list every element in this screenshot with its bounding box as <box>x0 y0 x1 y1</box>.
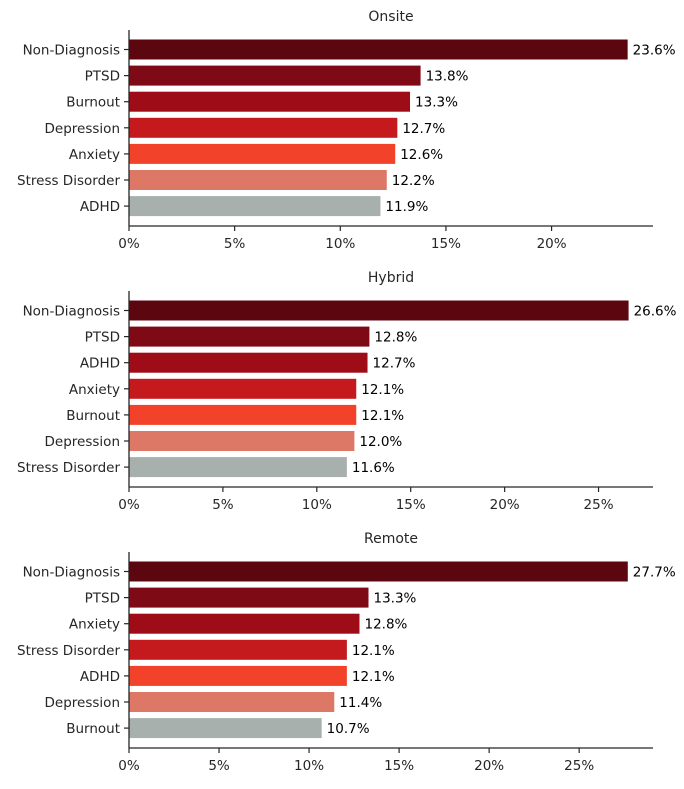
bar <box>129 196 381 217</box>
category-label: Anxiety <box>69 382 120 398</box>
x-tick-label: 15% <box>384 758 414 774</box>
value-label: 13.3% <box>373 591 416 607</box>
value-label: 10.7% <box>327 721 370 737</box>
bar <box>129 170 387 190</box>
bar <box>129 718 322 739</box>
bar <box>129 692 335 712</box>
x-tick-label: 0% <box>118 758 140 774</box>
category-label: Stress Disorder <box>17 173 120 189</box>
value-label: 12.8% <box>374 330 417 346</box>
value-label: 12.0% <box>359 434 402 450</box>
category-label: PTSD <box>85 330 120 346</box>
bar <box>129 431 355 451</box>
x-tick-label: 5% <box>208 758 230 774</box>
value-label: 11.9% <box>385 199 428 215</box>
bar <box>129 117 398 138</box>
value-label: 12.8% <box>364 617 407 633</box>
category-label: Depression <box>45 434 120 450</box>
bar <box>129 378 357 399</box>
x-tick-label: 10% <box>302 497 332 513</box>
x-tick-label: 0% <box>118 497 140 513</box>
value-label: 13.8% <box>426 69 469 85</box>
value-label: 12.1% <box>352 669 395 685</box>
category-label: Burnout <box>66 95 120 111</box>
category-label: Anxiety <box>69 147 120 163</box>
value-label: 26.6% <box>634 304 677 320</box>
value-label: 11.6% <box>352 460 395 476</box>
value-label: 23.6% <box>633 43 676 59</box>
x-tick-label: 5% <box>224 236 246 252</box>
x-tick-label: 25% <box>584 497 614 513</box>
bar <box>129 404 357 425</box>
x-tick-label: 15% <box>396 497 426 513</box>
bar <box>129 91 411 112</box>
x-tick-label: 10% <box>294 758 324 774</box>
value-label: 13.3% <box>415 95 458 111</box>
category-label: PTSD <box>85 591 120 607</box>
bar <box>129 300 629 321</box>
category-label: Depression <box>45 695 120 711</box>
value-label: 27.7% <box>633 565 676 581</box>
panel-2: Remote Non-Diagnosis 27.7% PTSD 13.3% Anxiety… <box>17 531 676 774</box>
category-label: Stress Disorder <box>17 643 120 659</box>
category-label: Anxiety <box>69 617 120 633</box>
category-label: PTSD <box>85 69 120 85</box>
category-label: Burnout <box>66 721 120 737</box>
x-tick-label: 10% <box>325 236 355 252</box>
value-label: 12.6% <box>400 147 443 163</box>
bar <box>129 561 628 582</box>
value-label: 12.1% <box>352 643 395 659</box>
value-label: 12.1% <box>361 408 404 424</box>
value-label: 12.1% <box>361 382 404 398</box>
category-label: Burnout <box>66 408 120 424</box>
value-label: 11.4% <box>339 695 382 711</box>
bar <box>129 639 347 660</box>
x-tick-label: 0% <box>118 236 140 252</box>
bar <box>129 665 347 686</box>
value-label: 12.2% <box>392 173 435 189</box>
category-label: Stress Disorder <box>17 460 120 476</box>
bar <box>129 65 421 86</box>
category-label: Depression <box>45 121 120 137</box>
bar <box>129 39 628 60</box>
bar <box>129 352 368 373</box>
bar <box>129 457 347 478</box>
bar <box>129 587 369 608</box>
panel-1: Hybrid Non-Diagnosis 26.6% PTSD 12.8% ADHD 12.… <box>17 270 677 513</box>
category-label: ADHD <box>80 199 120 215</box>
x-tick-label: 20% <box>474 758 504 774</box>
x-tick-label: 25% <box>564 758 594 774</box>
value-label: 12.7% <box>373 356 416 372</box>
x-tick-label: 20% <box>490 497 520 513</box>
bar <box>129 143 396 164</box>
x-tick-label: 15% <box>431 236 461 252</box>
x-tick-label: 20% <box>537 236 567 252</box>
x-tick-label: 5% <box>212 497 234 513</box>
category-label: ADHD <box>80 669 120 685</box>
panel-title: Hybrid <box>368 270 414 286</box>
panel-title: Onsite <box>368 9 413 25</box>
panel-title: Remote <box>364 531 418 547</box>
bar <box>129 326 370 347</box>
category-label: Non-Diagnosis <box>23 43 120 59</box>
category-label: ADHD <box>80 356 120 372</box>
category-label: Non-Diagnosis <box>23 304 120 320</box>
panel-0: Onsite Non-Diagnosis 23.6% PTSD 13.8% Burnout… <box>17 9 676 252</box>
value-label: 12.7% <box>402 121 445 137</box>
bar <box>129 613 360 634</box>
category-label: Non-Diagnosis <box>23 565 120 581</box>
